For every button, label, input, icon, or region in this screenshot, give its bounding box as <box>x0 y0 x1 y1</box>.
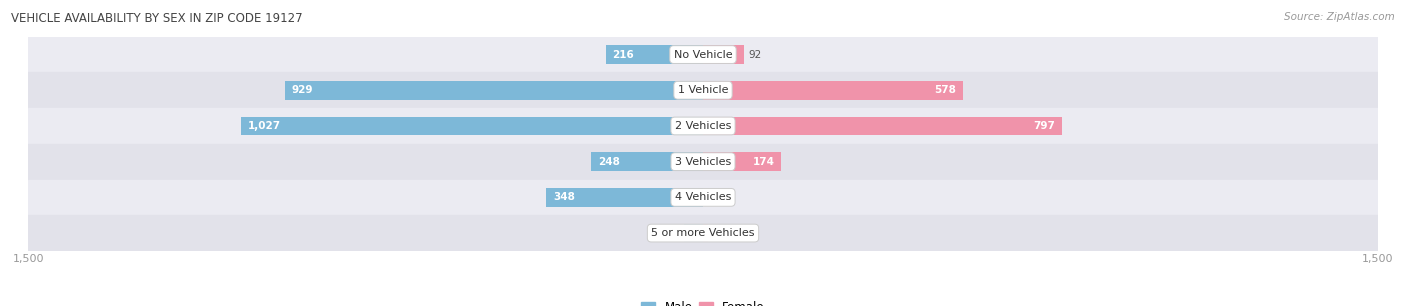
Text: 248: 248 <box>598 157 620 167</box>
Text: 2 Vehicles: 2 Vehicles <box>675 121 731 131</box>
Legend: Male, Female: Male, Female <box>641 300 765 306</box>
Text: 0: 0 <box>707 192 713 202</box>
Text: 1,027: 1,027 <box>247 121 281 131</box>
Bar <box>703 117 1062 135</box>
Bar <box>703 152 782 171</box>
Bar <box>703 224 709 242</box>
Text: 348: 348 <box>553 192 575 202</box>
Text: 43: 43 <box>666 228 681 238</box>
Bar <box>28 108 1378 144</box>
Bar <box>703 81 963 99</box>
Text: 174: 174 <box>752 157 775 167</box>
Text: VEHICLE AVAILABILITY BY SEX IN ZIP CODE 19127: VEHICLE AVAILABILITY BY SEX IN ZIP CODE … <box>11 12 302 25</box>
Bar <box>592 152 703 171</box>
Bar <box>28 37 1378 73</box>
Bar <box>703 45 744 64</box>
Bar <box>28 144 1378 180</box>
Text: No Vehicle: No Vehicle <box>673 50 733 60</box>
Text: 4 Vehicles: 4 Vehicles <box>675 192 731 202</box>
Text: 92: 92 <box>748 50 761 60</box>
Text: 12: 12 <box>711 228 725 238</box>
Bar <box>240 117 703 135</box>
Bar <box>683 224 703 242</box>
Bar <box>606 45 703 64</box>
Text: 5 or more Vehicles: 5 or more Vehicles <box>651 228 755 238</box>
Bar <box>28 73 1378 108</box>
Bar <box>285 81 703 99</box>
Text: 216: 216 <box>613 50 634 60</box>
Bar <box>547 188 703 207</box>
Text: 929: 929 <box>292 85 314 95</box>
Text: Source: ZipAtlas.com: Source: ZipAtlas.com <box>1284 12 1395 22</box>
Text: 1 Vehicle: 1 Vehicle <box>678 85 728 95</box>
Text: 3 Vehicles: 3 Vehicles <box>675 157 731 167</box>
Text: 578: 578 <box>935 85 956 95</box>
Bar <box>28 215 1378 251</box>
Bar <box>28 180 1378 215</box>
Text: 797: 797 <box>1033 121 1054 131</box>
